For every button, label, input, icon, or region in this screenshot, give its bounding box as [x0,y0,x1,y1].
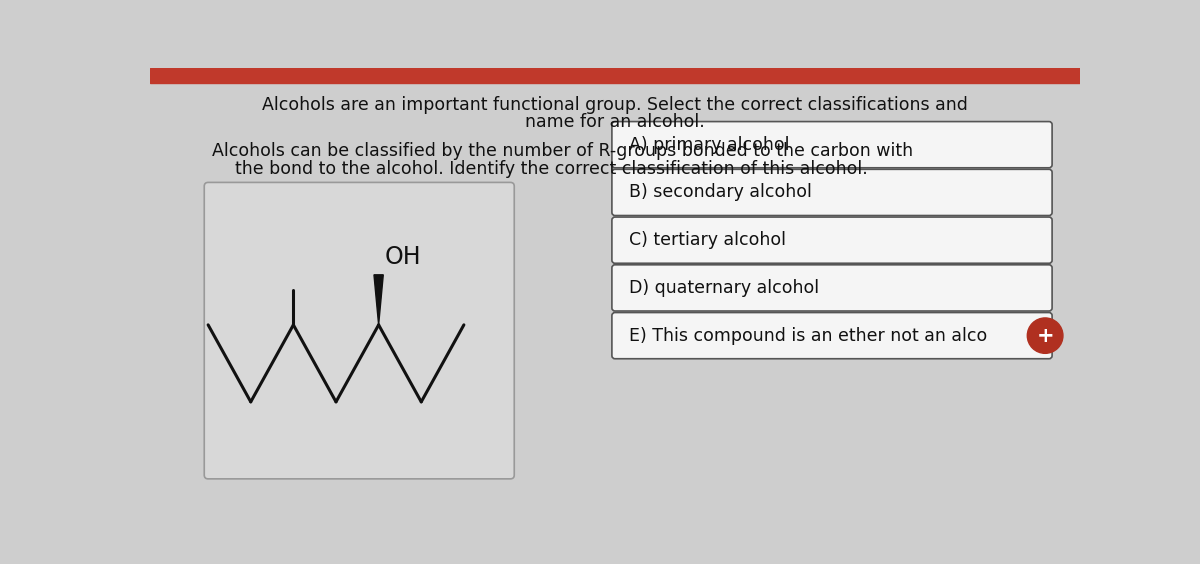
FancyBboxPatch shape [612,217,1052,263]
FancyBboxPatch shape [612,265,1052,311]
Text: Alcohols can be classified by the number of R-groups bonded to the carbon with: Alcohols can be classified by the number… [212,142,913,160]
Text: D) quaternary alcohol: D) quaternary alcohol [629,279,820,297]
FancyBboxPatch shape [612,312,1052,359]
Text: name for an alcohol.: name for an alcohol. [526,113,704,131]
Bar [150,68,1080,83]
Text: Alcohols are an important functional group. Select the correct classifications a: Alcohols are an important functional gro… [262,96,968,113]
FancyBboxPatch shape [612,169,1052,215]
Text: E) This compound is an ether not an alco: E) This compound is an ether not an alco [629,327,988,345]
Text: +: + [1037,325,1054,346]
FancyBboxPatch shape [612,122,1052,168]
Circle shape [1027,318,1063,354]
Text: C) tertiary alcohol: C) tertiary alcohol [629,231,786,249]
Text: OH: OH [385,245,421,268]
Text: A) primary alcohol: A) primary alcohol [629,136,790,153]
Text: B) secondary alcohol: B) secondary alcohol [629,183,812,201]
FancyBboxPatch shape [204,182,515,479]
Polygon shape [374,275,383,325]
Text: the bond to the alcohol. Identify the correct classification of this alcohol.: the bond to the alcohol. Identify the co… [235,160,868,178]
